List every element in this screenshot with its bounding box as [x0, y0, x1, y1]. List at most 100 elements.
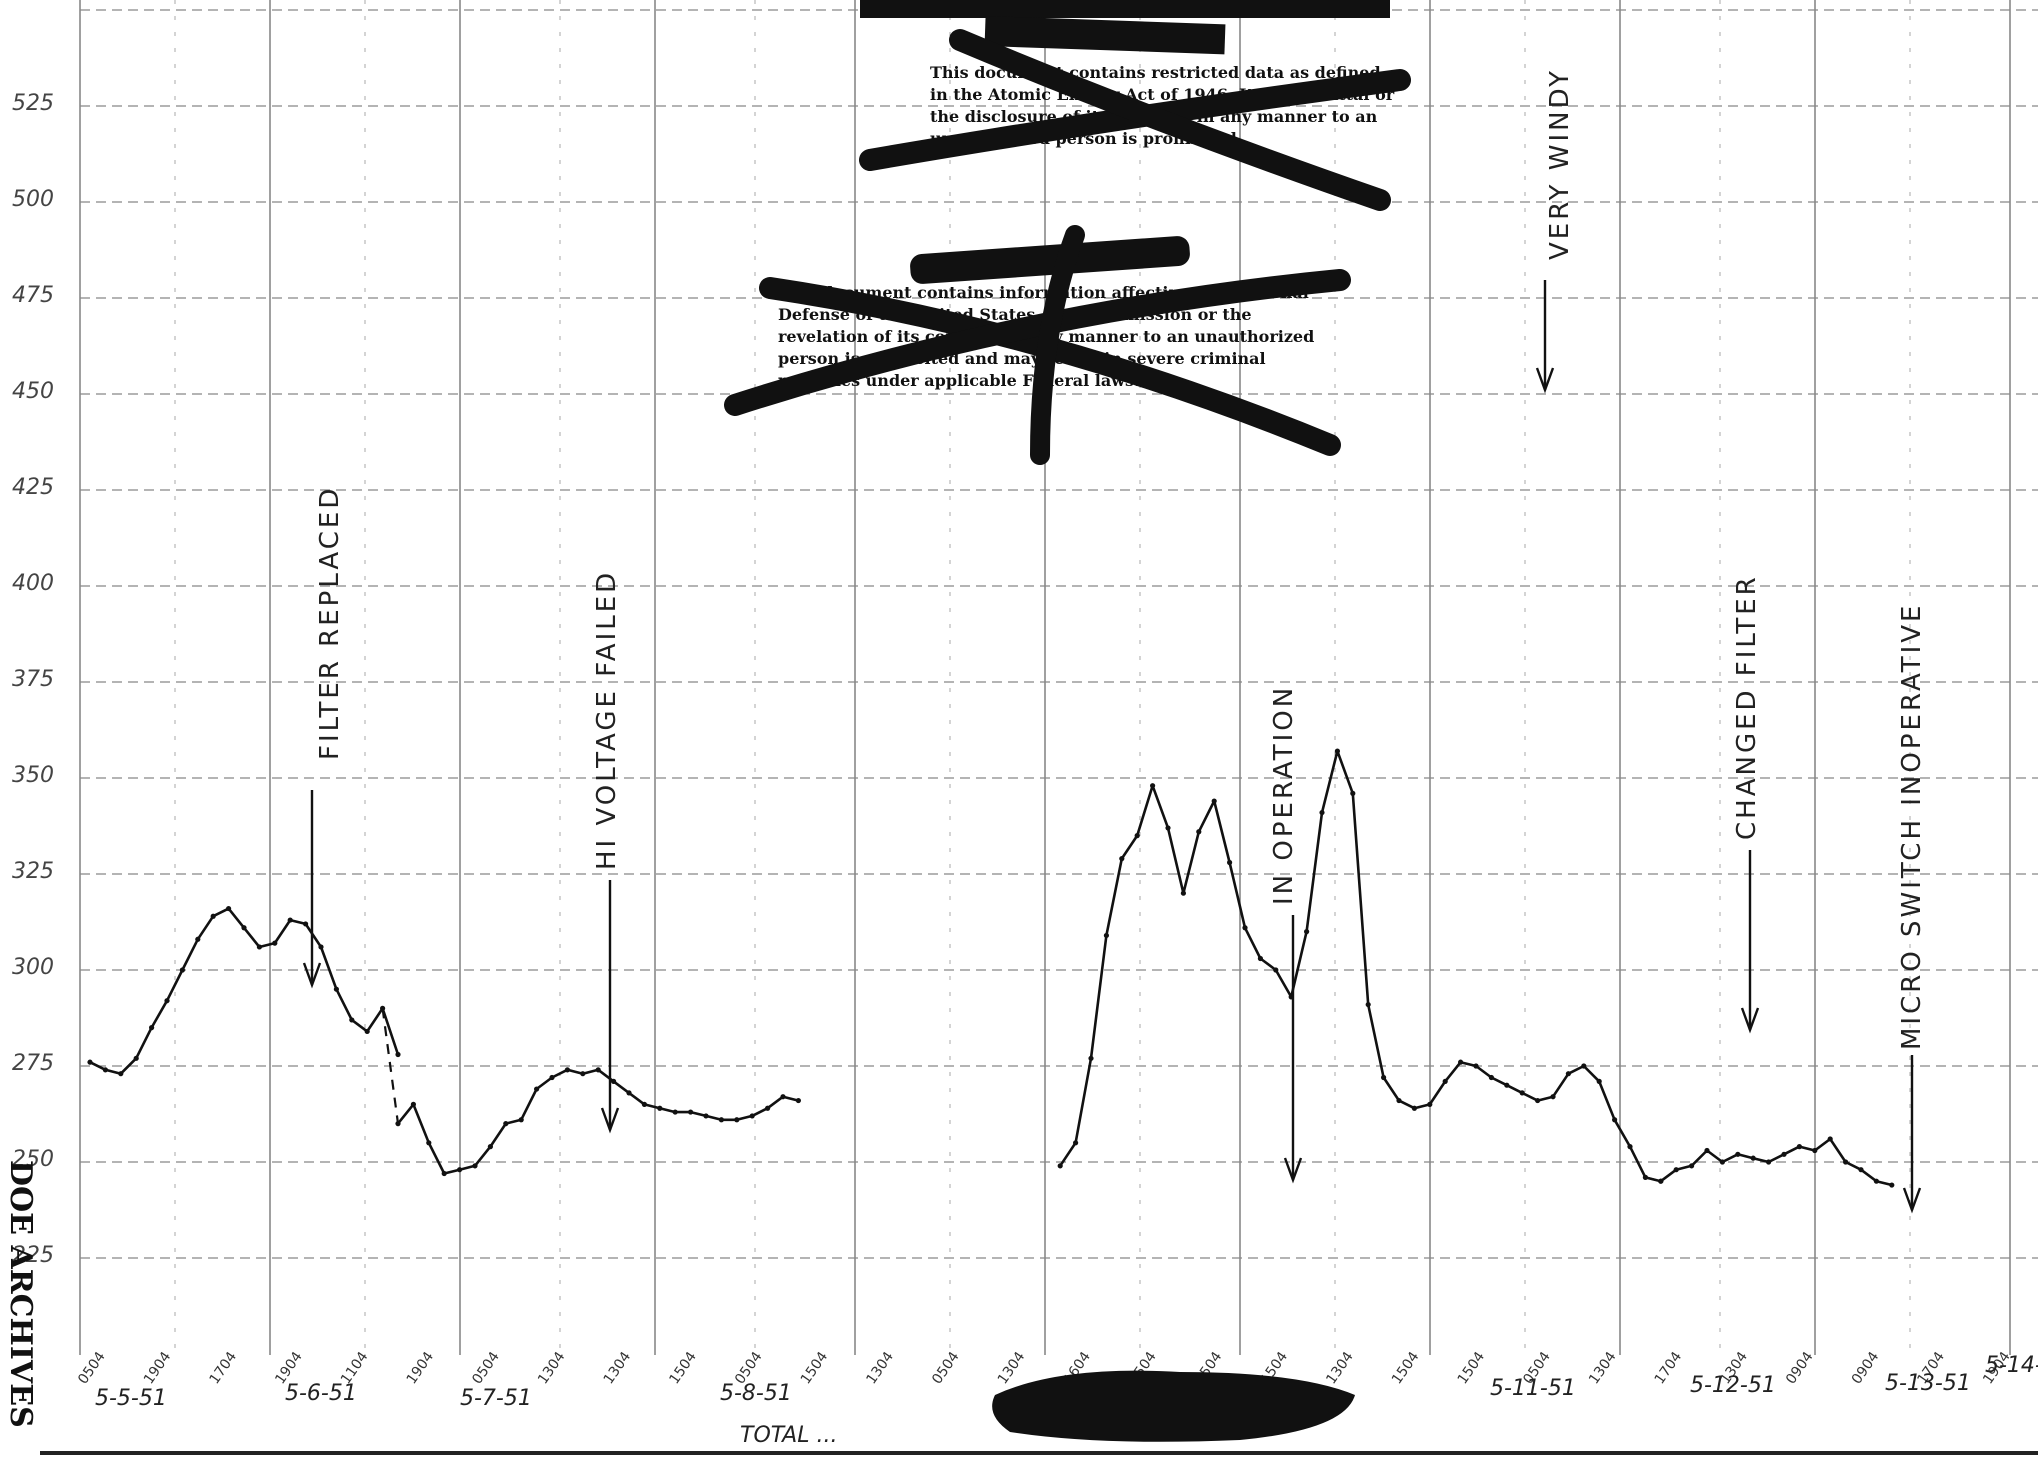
y-tick-label: 275: [12, 1051, 54, 1076]
data-point: [195, 936, 201, 942]
data-point: [426, 1140, 432, 1146]
data-point: [102, 1067, 108, 1073]
x-tick-label: 1504: [1455, 1349, 1489, 1387]
data-point: [179, 967, 185, 973]
data-point: [1796, 1144, 1802, 1150]
date-label: 5-14-51: [1985, 1353, 2038, 1378]
data-point: [303, 921, 309, 927]
x-tick-label: 1304: [995, 1349, 1029, 1387]
caution-stamp: This document contains information affec…: [724, 225, 1351, 465]
data-point: [1396, 1097, 1402, 1104]
data-point: [657, 1105, 663, 1111]
data-point: [1304, 929, 1310, 935]
data-point: [441, 1170, 447, 1177]
series-segment: [89, 907, 400, 1075]
data-point: [1858, 1167, 1864, 1173]
data-point: [1658, 1178, 1664, 1184]
data-point: [457, 1167, 463, 1173]
x-tick-label: 1504: [666, 1349, 700, 1387]
data-point: [795, 1097, 802, 1104]
data-point: [226, 905, 232, 912]
x-tick-label: 0904: [1849, 1349, 1883, 1387]
data-point: [1103, 932, 1109, 939]
data-point: [1581, 1063, 1587, 1069]
y-tick-label: 325: [12, 859, 54, 884]
annotation-label: CHANGED FILTER: [1732, 574, 1762, 840]
data-point: [1766, 1159, 1772, 1165]
data-point: [1242, 925, 1248, 931]
data-point: [318, 944, 324, 950]
data-point: [703, 1113, 709, 1119]
series-segment: [1059, 749, 1662, 1183]
x-tick-label: 1904: [404, 1349, 438, 1387]
data-point: [1350, 790, 1356, 796]
y-tick-label: 450: [12, 379, 54, 404]
data-point: [1627, 1144, 1633, 1150]
y-tick-label: 300: [12, 955, 54, 980]
data-point: [1442, 1078, 1448, 1084]
data-point: [749, 1113, 755, 1119]
annotation-arrowhead: [1740, 1007, 1760, 1034]
data-point: [1488, 1074, 1494, 1081]
data-point: [1365, 1001, 1371, 1008]
annotation-arrowhead: [1902, 1187, 1922, 1214]
data-point: [1334, 748, 1340, 754]
y-tick-label: 475: [12, 283, 54, 308]
x-tick-label: 1704: [207, 1349, 241, 1387]
y-axis-ticks: 525 500 475 450 425 400 375 350 325 300 275 250 225: [12, 91, 54, 1268]
data-point: [1411, 1105, 1417, 1111]
data-point: [1673, 1167, 1679, 1173]
series-gap: [381, 1008, 400, 1124]
y-tick-label: 500: [12, 187, 54, 212]
data-point: [503, 1121, 509, 1127]
data-point: [1750, 1155, 1756, 1161]
annotation-arrowhead: [1283, 1157, 1303, 1184]
data-point: [1381, 1074, 1387, 1081]
data-point: [1057, 1163, 1063, 1169]
x-tick-label: 1704: [1652, 1349, 1686, 1387]
data-point: [1458, 1059, 1464, 1065]
x-tick-label: 0904: [1783, 1349, 1817, 1387]
data-point: [410, 1101, 416, 1107]
x-tick-label: 1904: [141, 1349, 175, 1387]
data-point: [1088, 1055, 1094, 1061]
y-tick-label: 375: [12, 667, 54, 692]
data-point: [1689, 1163, 1695, 1169]
archives-text: DOE ARCHIVES: [3, 1160, 38, 1428]
x-tick-label: 1304: [863, 1349, 897, 1387]
date-label: 5-7-51: [460, 1386, 532, 1411]
y-tick-label: 525: [12, 91, 54, 116]
data-point: [349, 1017, 355, 1023]
data-point: [1273, 967, 1279, 973]
data-point: [580, 1071, 586, 1077]
date-labels: 5-5-51 5-6-51 5-7-51 5-8-51 5-11-51 5-12-51 5-…: [95, 1353, 2038, 1448]
data-point: [487, 1144, 493, 1150]
data-point: [133, 1055, 139, 1061]
series-gap: [1645, 1176, 1662, 1183]
data-point: [1073, 1140, 1079, 1146]
date-label: 5-6-51: [285, 1381, 357, 1406]
restricted-data-stamp: This document contains restricted data a…: [859, 0, 1411, 211]
data-point: [1735, 1151, 1741, 1157]
data-point: [1165, 825, 1171, 831]
data-point: [1180, 890, 1186, 896]
data-point: [1504, 1082, 1510, 1088]
x-tick-label: 1304: [601, 1349, 635, 1387]
y-tick-label: 425: [12, 475, 54, 500]
data-point: [688, 1109, 694, 1115]
y-tick-label: 250: [12, 1147, 54, 1172]
data-point: [1827, 1136, 1833, 1142]
date-label: 5-11-51: [1490, 1376, 1576, 1401]
annotation-label: IN OPERATION: [1269, 685, 1299, 905]
x-tick-label: 1304: [1586, 1349, 1620, 1387]
x-tick-label: 0504: [929, 1349, 963, 1387]
annotation-arrowhead: [1535, 367, 1555, 394]
data-point: [1319, 809, 1325, 816]
data-point: [1781, 1151, 1787, 1157]
date-label: 5-12-51: [1690, 1373, 1776, 1398]
data-point: [1596, 1078, 1602, 1084]
x-axis-label: TOTAL ...: [740, 1423, 837, 1448]
data-point: [1873, 1178, 1879, 1184]
x-tick-label: 1504: [798, 1349, 832, 1387]
